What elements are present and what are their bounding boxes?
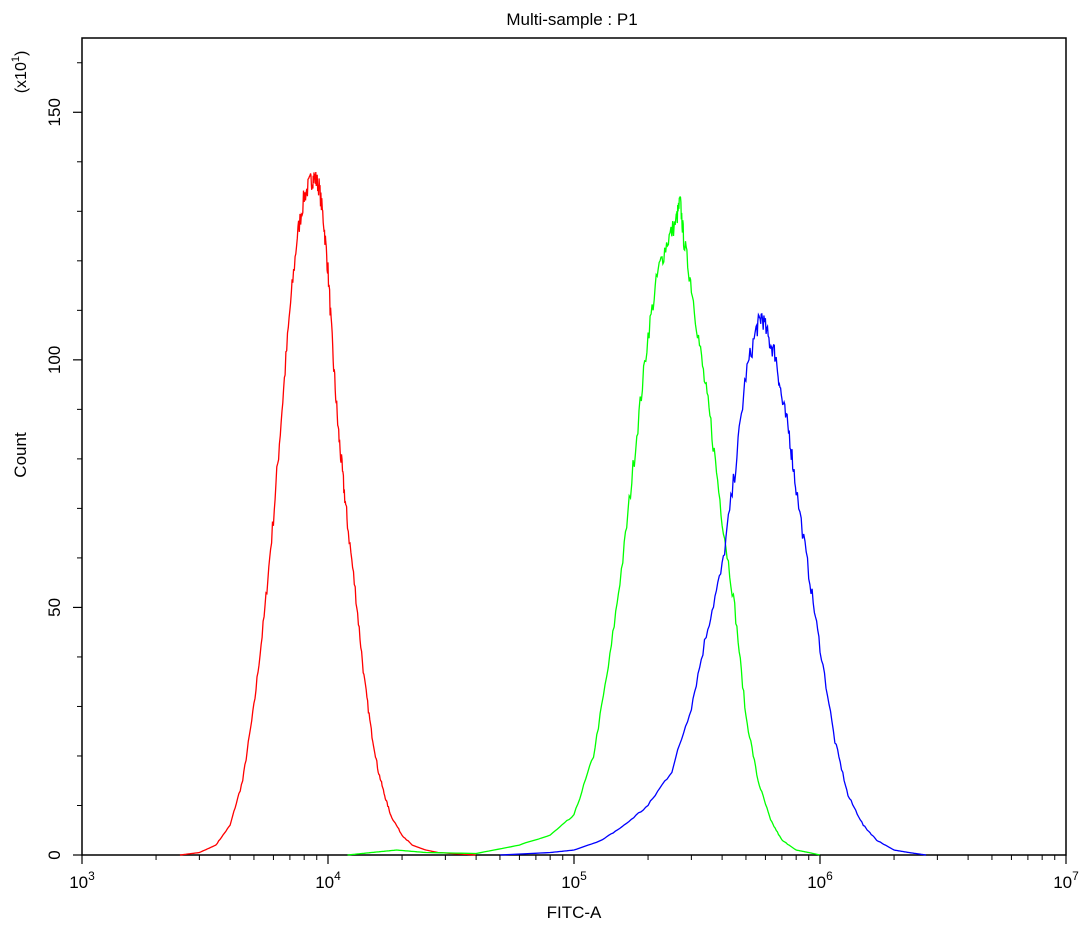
series-line-1 <box>179 171 477 856</box>
series-line-2 <box>347 195 821 856</box>
y-multiplier-base: (x10 <box>13 62 30 93</box>
x-axis-label: FITC-A <box>547 903 602 922</box>
y-multiplier-label: (x101) <box>10 51 30 94</box>
y-tick-label: 100 <box>45 346 64 374</box>
series-layer <box>179 171 927 856</box>
x-tick-label: 107 <box>1053 869 1079 892</box>
x-tick-label: 105 <box>561 869 587 892</box>
y-axis: 0 50 100 150 <box>45 62 82 860</box>
x-axis: 103 104 105 106 107 <box>69 855 1079 892</box>
y-multiplier-exponent: 1 <box>10 56 22 62</box>
x-tick-label: 103 <box>69 869 95 892</box>
y-tick-label: 0 <box>45 850 64 859</box>
x-tick-label: 106 <box>807 869 833 892</box>
series-line-3 <box>499 312 927 856</box>
chart-title: Multi-sample : P1 <box>506 10 637 29</box>
y-tick-label: 150 <box>45 98 64 126</box>
x-tick-label: 104 <box>315 869 341 892</box>
y-tick-label: 50 <box>45 598 64 617</box>
y-axis-label: Count <box>11 432 30 478</box>
plot-area <box>81 37 1067 856</box>
